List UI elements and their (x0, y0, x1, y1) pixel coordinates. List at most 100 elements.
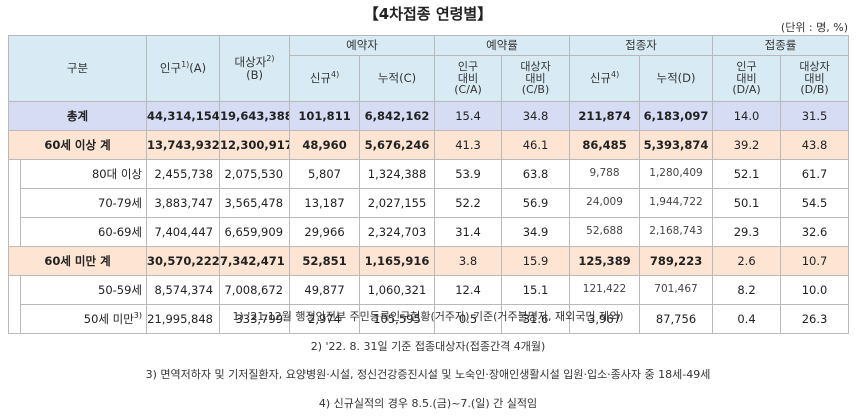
table-row-80-plus: 80대 이상 2,455,738 2,075,530 5,807 1,324,3… (8, 159, 850, 247)
header-target-label: 대상자 (234, 55, 267, 70)
cell-vac-db: 61.7 (780, 159, 850, 189)
header-vac-da: 인구 대비 (D/A) (712, 55, 782, 102)
header-res-cb-code: (C/B) (521, 83, 550, 97)
footnote-4-marker: 4) (330, 70, 340, 80)
cell-vac-da: 50.1 (712, 188, 782, 218)
cell-res-cum: 5,676,246 (359, 130, 436, 160)
header-res-ca-code: (C/A) (454, 83, 482, 97)
cell-target: 7,008,672 (219, 275, 291, 305)
cell-res-ca: 41.3 (434, 130, 503, 160)
header-vac-db-code: (D/B) (800, 83, 829, 97)
cell-vac-db: 10.0 (780, 275, 850, 305)
cell-vac-new: 121,422 (569, 275, 641, 305)
header-res-cb-line1: 대상자 (520, 60, 551, 74)
footnote-3-marker: 3) (133, 311, 143, 321)
cell-vac-cum: 6,183,097 (639, 101, 714, 131)
cell-vac-cum: 1,280,409 (639, 159, 714, 189)
cell-res-new: 101,811 (289, 101, 361, 131)
cell-res-cb: 34.8 (501, 101, 571, 131)
cell-target: 3,565,478 (219, 188, 291, 218)
cell-res-cum: 6,842,162 (359, 101, 436, 131)
cell-res-cum: 1,165,916 (359, 246, 436, 276)
cell-res-cum: 1,060,321 (359, 275, 436, 305)
cell-vac-cum: 789,223 (639, 246, 714, 276)
header-res-ca-line1: 인구 (457, 60, 479, 74)
cell-population: 44,314,154 (146, 101, 221, 131)
cell-vac-db: 31.5 (780, 101, 850, 131)
header-population-label: 인구 (159, 61, 182, 76)
cell-vac-new: 9,788 (569, 159, 641, 189)
cell-vac-da: 39.2 (712, 130, 782, 160)
footnote-4: 4) 신규실적의 경우 8.5.(금)~7.(일) 간 실적임 (318, 397, 538, 410)
header-vac-new: 신규4) (569, 55, 641, 102)
cell-res-cum: 105,595 (359, 304, 436, 334)
footnote-1: 1) '21.12월 행정안전부 주민등록인구현황(거주자) 기준(거주불명자,… (232, 310, 624, 323)
table-row-70-79: 70-79세 3,883,747 3,565,478 13,187 2,027,… (9, 188, 850, 218)
cell-res-new: 2,974 (289, 304, 361, 334)
cell-vac-new: 52,688 (569, 217, 641, 247)
cell-vac-new: 24,009 (569, 188, 641, 218)
cell-res-cum: 1,324,388 (359, 159, 436, 189)
cell-res-cb: 56.9 (501, 188, 571, 218)
cell-target: 19,643,388 (219, 101, 291, 131)
cell-vac-new: 211,874 (569, 101, 641, 131)
header-vac-da-line2: 대비 (736, 71, 757, 85)
cell-population: 30,570,222 (146, 246, 221, 276)
row-label: 총계 (7, 101, 148, 131)
cell-population: 7,404,447 (146, 217, 221, 247)
cell-res-new: 5,807 (289, 159, 361, 189)
cell-res-ca: 31.4 (434, 217, 503, 247)
cell-vac-da: 2.6 (712, 246, 782, 276)
header-vac-new-label: 신규 (589, 71, 611, 86)
cell-population: 8,574,374 (146, 275, 221, 305)
header-target: 대상자2) (B) (219, 35, 291, 102)
header-target-code: (B) (246, 67, 263, 82)
header-population: 인구1)(A) (146, 35, 221, 102)
cell-vac-new: 86,485 (569, 130, 641, 160)
footnote-1-marker: 1) (181, 60, 190, 70)
cell-vac-da: 0.4 (712, 304, 782, 334)
table-row-total: 총계 44,314,154 19,643,388 101,811 6,842,1… (7, 101, 850, 131)
header-category: 구분 (7, 35, 148, 102)
table-row-60-plus: 60세 이상 계 13,743,932 12,300,917 48,960 5,… (7, 130, 850, 160)
footnote-4-marker: 4) (610, 70, 620, 80)
row-label: 60세 이상 계 (7, 130, 148, 160)
cell-res-new: 13,187 (289, 188, 361, 218)
cell-res-new: 29,966 (289, 217, 361, 247)
cell-population: 2,455,738 (146, 159, 221, 189)
header-vac-cumulative: 누적(D) (639, 55, 714, 102)
cell-vac-cum: 2,168,743 (639, 217, 714, 247)
header-res-new-label: 신규 (309, 71, 331, 86)
table-row-60-69: 60-69세 7,404,447 6,659,909 29,966 2,324,… (9, 217, 850, 247)
cell-population: 3,883,747 (146, 188, 221, 218)
cell-vac-db: 32.6 (780, 217, 850, 247)
page-title: 【4차접종 연령별】 (363, 5, 493, 23)
cell-res-cum: 2,324,703 (359, 217, 436, 247)
cell-vac-db: 43.8 (780, 130, 850, 160)
footnote-2-marker: 2) (266, 54, 275, 64)
cell-vac-cum: 701,467 (639, 275, 714, 305)
row-label: 50-59세 (19, 275, 148, 305)
cell-target: 2,075,530 (219, 159, 291, 189)
unit-label: (단위 : 명, %) (780, 21, 848, 34)
cell-vac-cum: 5,393,874 (639, 130, 714, 160)
cell-vac-new: 125,389 (569, 246, 641, 276)
header-vac-db-line1: 대상자 (799, 60, 830, 74)
vaccination-table: 구분 인구1)(A) 대상자2) (B) 예약자 예약률 접종자 접종률 신규4)… (7, 35, 850, 334)
header-vac-da-code: (D/A) (732, 83, 761, 97)
header-reservation-rate-group: 예약률 (434, 35, 571, 56)
table-row-under-60: 60세 미만 계 30,570,222 7,342,471 52,851 1,1… (7, 246, 850, 276)
cell-res-new: 49,877 (289, 275, 361, 305)
table-row-50-59: 50-59세 8,574,374 7,008,672 49,877 1,060,… (8, 275, 850, 334)
row-label: 50세 미만3) (19, 304, 148, 334)
header-res-cb-line2: 대비 (525, 71, 546, 85)
header-res-cumulative: 누적(C) (359, 55, 436, 102)
cell-res-ca: 0.5 (434, 304, 503, 334)
cell-vac-new: 3,967 (569, 304, 641, 334)
cell-vac-db: 54.5 (780, 188, 850, 218)
header-vac-db-line2: 대비 (804, 71, 825, 85)
cell-vac-da: 52.1 (712, 159, 782, 189)
cell-res-cb: 15.1 (501, 275, 571, 305)
cell-res-ca: 3.8 (434, 246, 503, 276)
cell-vac-da: 29.3 (712, 217, 782, 247)
